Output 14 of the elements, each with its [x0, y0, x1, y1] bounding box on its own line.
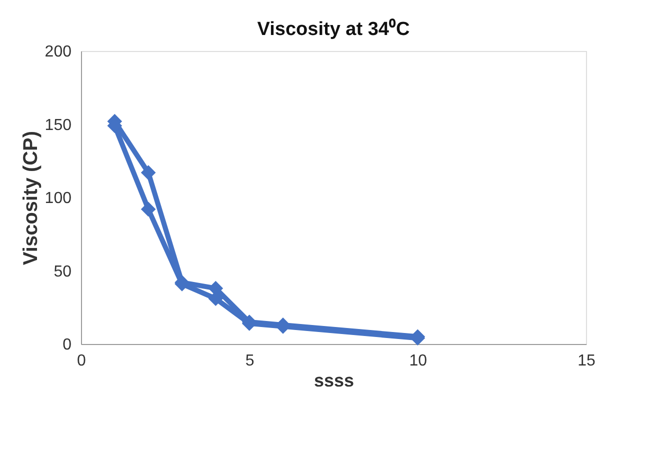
x-axis-title: ssss — [314, 370, 354, 390]
point — [140, 202, 156, 217]
y-tick-label: 200 — [44, 44, 72, 60]
y-tick-label: 0 — [62, 336, 72, 354]
chart-title: Viscosity at 34⁰C — [257, 18, 410, 40]
y-tick-label: 100 — [44, 190, 72, 207]
point — [140, 165, 156, 180]
x-tick-label: 15 — [578, 352, 596, 370]
y-axis-title: Viscosity (CP) — [20, 130, 42, 266]
x-tick-label: 5 — [245, 352, 254, 370]
y-tick-label: 150 — [44, 116, 72, 134]
x-tick-label: 0 — [77, 352, 86, 370]
x-tick-label: 10 — [409, 352, 428, 370]
y-tick-label: 50 — [54, 263, 72, 280]
